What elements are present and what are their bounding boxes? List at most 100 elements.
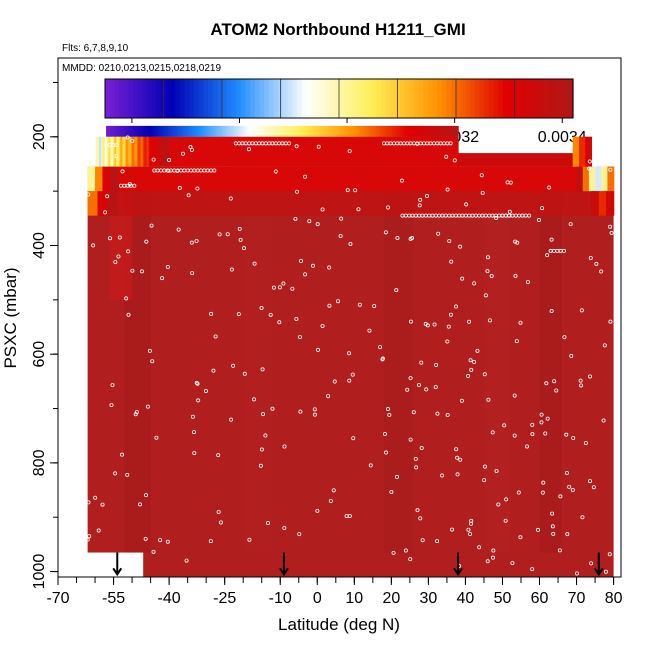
field-cell [260, 125, 263, 137]
sample-point [110, 383, 115, 388]
sample-point [587, 374, 592, 379]
field-cell [341, 125, 345, 137]
sample-point [295, 189, 300, 194]
field-cell [321, 125, 325, 137]
sample-point [147, 348, 152, 353]
sample-point [466, 527, 471, 532]
sample-point [417, 383, 422, 388]
sample-point [86, 500, 91, 505]
field-cell [304, 125, 307, 137]
field-cell [284, 125, 288, 137]
sample-point [277, 285, 282, 290]
sample-point [345, 188, 350, 193]
sample-point [271, 285, 276, 290]
sample-point [120, 452, 125, 457]
field-cell [104, 136, 107, 167]
field-cell [164, 136, 167, 167]
sample-point [387, 412, 392, 417]
field-cell [110, 125, 114, 137]
field-cell [152, 125, 156, 137]
sample-point [382, 432, 387, 437]
sample-point [114, 154, 119, 159]
sample-point [251, 397, 256, 402]
field-cell [198, 125, 202, 137]
sample-point [510, 561, 515, 566]
field-cell [125, 136, 128, 167]
field-cell [319, 125, 323, 137]
field-cell [290, 125, 294, 137]
colorbar-swatch [245, 79, 251, 118]
sample-point [194, 238, 199, 243]
field-cell [334, 125, 338, 137]
field-cell [288, 125, 292, 137]
sample-point [589, 561, 594, 566]
colorbar-swatch [339, 79, 345, 118]
field-cell [447, 125, 450, 137]
sample-point [420, 538, 425, 543]
colorbar-swatch [554, 79, 560, 118]
sample-point [480, 190, 485, 195]
field-cell [161, 136, 164, 167]
field-cell [229, 125, 233, 137]
flights-note: Flts: 6,7,8,9,10 [62, 43, 129, 54]
sample-point [231, 363, 236, 368]
sample-point [105, 194, 110, 199]
field-cell [167, 136, 170, 167]
field-cell [107, 136, 110, 167]
observation-points [85, 135, 614, 576]
field-cell [87, 166, 614, 577]
field-cell [451, 125, 455, 137]
field-cell [141, 125, 145, 137]
sample-point [316, 144, 321, 149]
sample-point [567, 484, 572, 489]
field-cell [119, 136, 122, 167]
field-cell [440, 125, 444, 137]
sample-point [558, 494, 563, 499]
field-cell [112, 136, 115, 167]
field-cell [149, 136, 152, 167]
sample-point [467, 319, 472, 324]
sample-point [212, 168, 217, 173]
field-cell [96, 136, 99, 167]
field-cell [243, 191, 273, 553]
field-cell [405, 125, 409, 137]
field-cell [539, 191, 562, 553]
field-cell [436, 125, 439, 137]
field-cell [607, 166, 615, 192]
field-cell [185, 125, 189, 137]
sample-point [282, 526, 287, 531]
sample-point [242, 246, 247, 251]
field-cell [310, 125, 314, 137]
sample-point [347, 149, 352, 154]
sample-point [290, 286, 295, 291]
y-tick-label: 1000 [31, 554, 48, 590]
sample-point [229, 417, 234, 422]
sample-point [574, 571, 579, 576]
sample-point [608, 319, 613, 324]
sample-point [380, 356, 385, 361]
sample-point [294, 144, 299, 149]
field-cell [275, 125, 279, 137]
field-cell [279, 125, 283, 137]
field-cell [224, 125, 228, 137]
sample-point [312, 412, 317, 417]
colorbar-swatch [310, 79, 317, 118]
field-cell [337, 125, 340, 137]
field-cell [145, 125, 149, 137]
field-cell [114, 125, 118, 137]
x-axis-label: Latitude (deg N) [278, 615, 400, 634]
field-cell [200, 125, 204, 137]
colorbar-swatch [423, 79, 429, 118]
field-cell [306, 125, 310, 137]
field-cell [136, 125, 140, 137]
field-cell [138, 136, 141, 167]
field-cell [121, 125, 125, 137]
sample-point [458, 244, 463, 249]
colorbar-swatch [381, 79, 387, 118]
sample-point [229, 267, 234, 272]
sample-point [562, 335, 567, 340]
sample-point [357, 302, 362, 307]
sample-point [133, 412, 138, 417]
sample-point [485, 255, 490, 260]
sample-point [410, 236, 415, 241]
